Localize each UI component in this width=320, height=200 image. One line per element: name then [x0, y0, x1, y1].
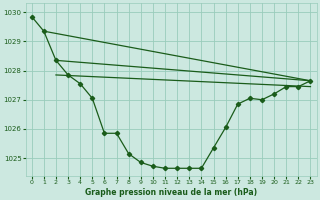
X-axis label: Graphe pression niveau de la mer (hPa): Graphe pression niveau de la mer (hPa) [85, 188, 257, 197]
